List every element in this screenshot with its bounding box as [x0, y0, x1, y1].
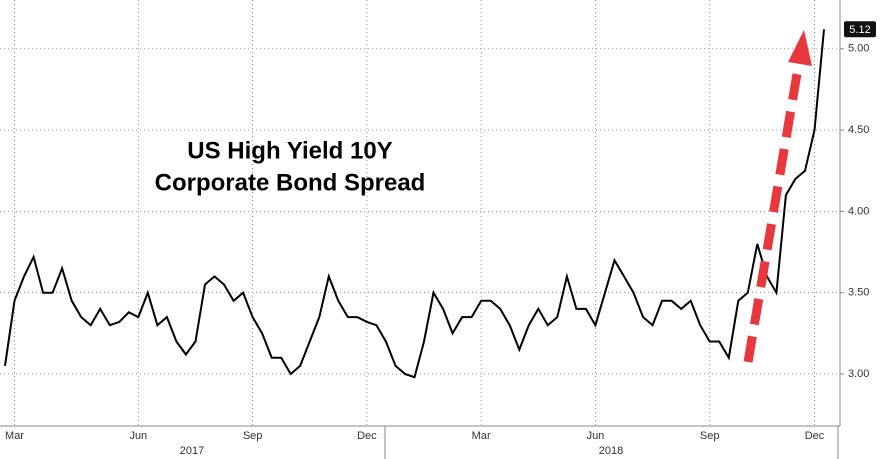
line [4, 29, 825, 379]
x-tick-label: Dec [357, 430, 377, 442]
x-tick-label: Dec [805, 430, 825, 442]
last-value-label: 5.12 [849, 24, 870, 36]
year-label: 2018 [599, 445, 623, 457]
arrow-shaft [743, 61, 804, 363]
chart-title: Corporate Bond Spread [155, 169, 426, 196]
x-tick-label: Sep [243, 430, 263, 442]
arrow-head [788, 30, 812, 66]
y-tick-label: 5.00 [848, 43, 869, 55]
last-value-box [844, 21, 876, 38]
y-tick-label: 3.50 [848, 287, 869, 299]
x-tick-label: Sep [700, 430, 720, 442]
x-tick-label: Jun [587, 430, 605, 442]
y-tick-label: 4.00 [848, 205, 869, 217]
last-value-tag: 5.12 [844, 21, 876, 38]
y-tick-label: 3.00 [848, 368, 869, 380]
trend-arrow [743, 30, 812, 363]
x-tick-label: Mar [472, 430, 491, 442]
chart-title: US High Yield 10Y [187, 137, 392, 164]
year-label: 2017 [180, 445, 204, 457]
x-tick-label: Mar [5, 430, 24, 442]
y-tick-label: 4.50 [848, 124, 869, 136]
x-tick-label: Jun [129, 430, 147, 442]
